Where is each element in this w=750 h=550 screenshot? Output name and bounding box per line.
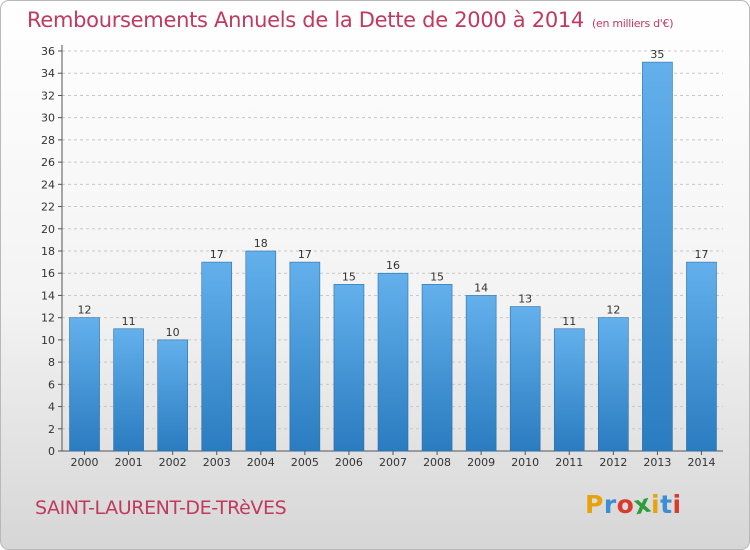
bar	[333, 284, 365, 452]
y-tick-label: 24	[41, 178, 55, 191]
y-tick-label: 28	[41, 134, 55, 147]
y-tick-label: 20	[41, 223, 55, 236]
title-text: Remboursements Annuels de la Dette de 20…	[27, 8, 584, 32]
y-tick-label: 36	[41, 45, 55, 58]
logo-letter: i	[651, 490, 661, 519]
bar-value-label: 14	[474, 281, 488, 294]
y-tick-label: 14	[41, 289, 55, 302]
logo-letter: o	[616, 490, 635, 519]
bar-value-label: 15	[430, 270, 444, 283]
bar	[289, 261, 321, 452]
x-tick-label: 2010	[511, 456, 539, 469]
bar	[69, 317, 100, 452]
bar	[465, 295, 497, 452]
bar	[201, 261, 233, 452]
bar	[553, 328, 585, 452]
bar	[113, 328, 144, 452]
bar	[421, 284, 453, 452]
bar-value-label: 17	[298, 248, 312, 261]
bar	[157, 339, 188, 452]
bar-value-label: 35	[650, 48, 664, 61]
bar	[377, 272, 409, 452]
y-tick-label: 10	[41, 334, 55, 347]
x-tick-label: 2003	[203, 456, 231, 469]
labels: 0246810121416182022242628303234361220001…	[41, 45, 715, 469]
title-unit: (en milliers d'€)	[592, 17, 674, 30]
bar-value-label: 12	[78, 304, 92, 317]
x-tick-label: 2005	[291, 456, 319, 469]
y-tick-label: 4	[48, 401, 55, 414]
bar	[598, 317, 629, 452]
x-tick-label: 2012	[599, 456, 627, 469]
x-tick-label: 2000	[71, 456, 99, 469]
y-tick-label: 32	[41, 89, 55, 102]
y-tick-label: 30	[41, 112, 55, 125]
y-tick-label: 0	[48, 445, 55, 458]
x-tick-label: 2008	[423, 456, 451, 469]
bar-value-label: 11	[122, 315, 136, 328]
y-tick-label: 6	[48, 378, 55, 391]
bar-value-label: 10	[166, 326, 180, 339]
x-tick-label: 2011	[555, 456, 583, 469]
bar-value-label: 12	[606, 304, 620, 317]
y-tick-label: 26	[41, 156, 55, 169]
x-tick-label: 2009	[467, 456, 495, 469]
bar	[686, 261, 717, 452]
x-tick-label: 2006	[335, 456, 363, 469]
logo-letter: i	[672, 490, 682, 519]
proxiti-logo: Proxiti	[585, 489, 682, 521]
bar-value-label: 18	[254, 237, 268, 250]
y-tick-label: 34	[41, 67, 55, 80]
bar-value-label: 17	[210, 248, 224, 261]
x-tick-label: 2004	[247, 456, 275, 469]
chart-title: Remboursements Annuels de la Dette de 20…	[27, 8, 673, 32]
y-tick-label: 22	[41, 201, 55, 214]
logo-letter: r	[603, 490, 617, 519]
bar	[509, 306, 541, 452]
x-tick-label: 2014	[687, 456, 715, 469]
bar-value-label: 16	[386, 259, 400, 272]
bar-value-label: 11	[562, 315, 576, 328]
bar-value-label: 15	[342, 270, 356, 283]
y-tick-label: 16	[41, 267, 55, 280]
y-tick-label: 8	[48, 356, 55, 369]
logo-letter: P	[585, 490, 604, 519]
bar	[642, 61, 673, 452]
y-tick-label: 2	[48, 423, 55, 436]
x-tick-label: 2007	[379, 456, 407, 469]
x-tick-label: 2001	[115, 456, 143, 469]
bars	[69, 61, 717, 452]
x-tick-label: 2013	[643, 456, 671, 469]
bar-value-label: 17	[694, 248, 708, 261]
y-tick-label: 12	[41, 312, 55, 325]
bar	[245, 250, 277, 452]
logo-letter: t	[660, 490, 673, 519]
x-tick-label: 2002	[159, 456, 187, 469]
bar-value-label: 13	[518, 293, 532, 306]
y-tick-label: 18	[41, 245, 55, 258]
commune-name: SAINT-LAURENT-DE-TRèVES	[35, 497, 287, 519]
